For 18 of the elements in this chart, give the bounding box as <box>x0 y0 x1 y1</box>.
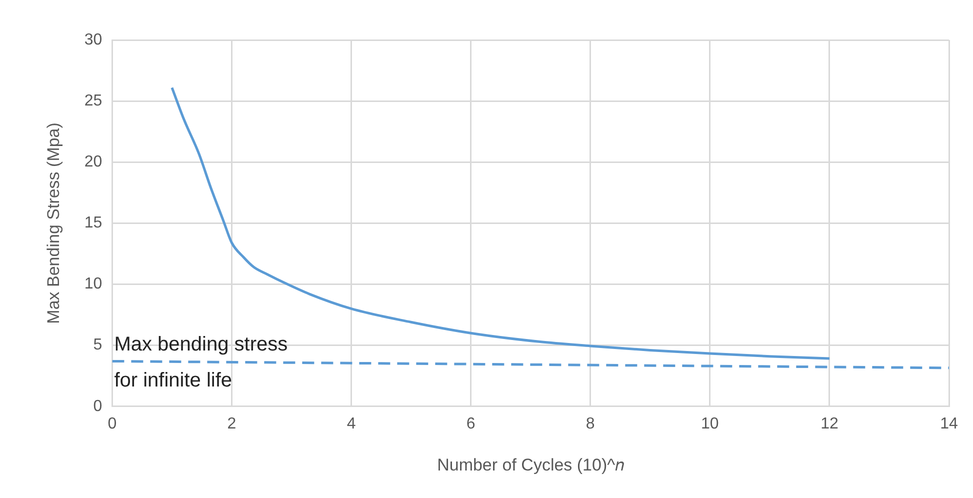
x-tick-label: 12 <box>820 415 838 432</box>
x-tick-label: 6 <box>466 415 476 432</box>
x-tick-label: 8 <box>586 415 595 432</box>
x-tick-label: 10 <box>701 415 719 432</box>
y-tick-label: 25 <box>84 92 102 110</box>
y-axis-title: Max Bending Stress (Mpa) <box>44 122 63 324</box>
y-tick-label: 15 <box>84 214 102 232</box>
y-tick-label: 0 <box>93 398 102 415</box>
x-tick-label: 4 <box>346 415 356 432</box>
y-tick-label: 10 <box>84 276 102 293</box>
x-tick-label: 2 <box>227 415 236 432</box>
y-tick-label: 20 <box>84 154 102 171</box>
y-tick-label: 5 <box>93 336 102 354</box>
x-axis-title: Number of Cycles (10)^𝑛 <box>437 455 624 474</box>
annotation: Max bending stress for infinite life <box>114 334 288 392</box>
y-tick-label: 30 <box>84 31 102 48</box>
x-tick-label: 0 <box>108 415 117 432</box>
x-tick-label: 14 <box>940 415 958 432</box>
